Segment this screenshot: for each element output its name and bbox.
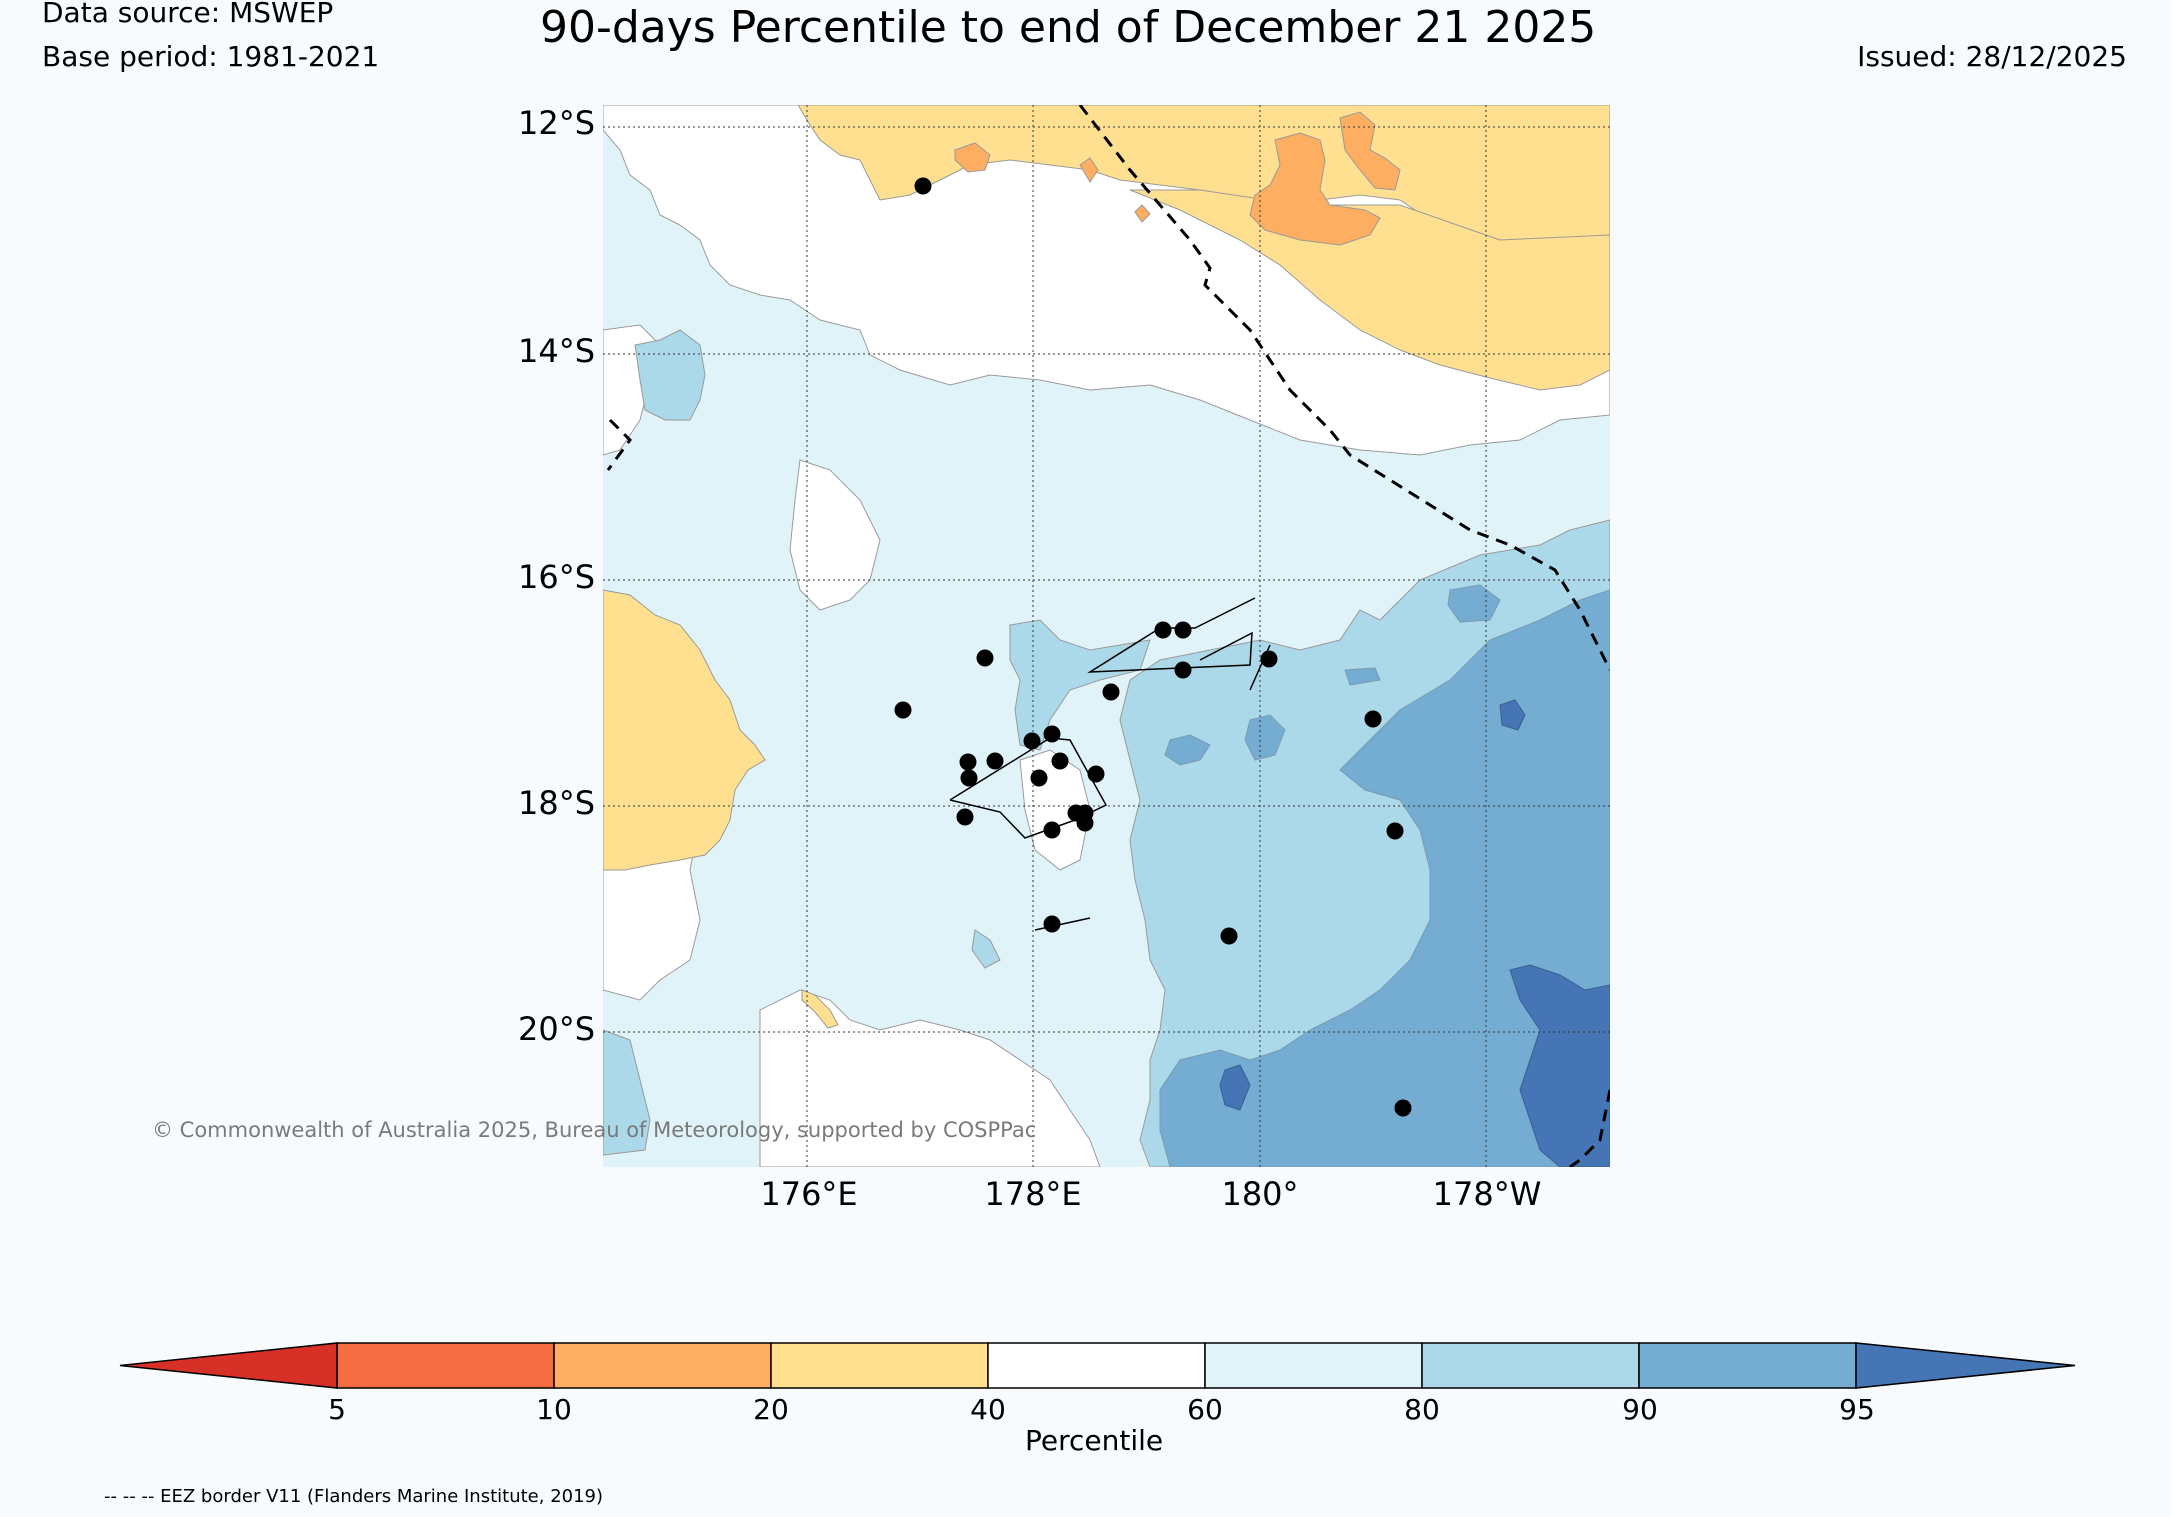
station-dot (986, 752, 1004, 770)
region-10-20-d (1079, 157, 1099, 183)
station-dot (1030, 769, 1048, 787)
station-dot (1043, 821, 1061, 839)
copyright-notice: © Commonwealth of Australia 2025, Bureau… (152, 1118, 1037, 1142)
region-90-95-islands (1244, 714, 1286, 761)
region-40-60-west2 (789, 459, 881, 611)
map-title: 90-days Percentile to end of December 21… (540, 2, 1597, 53)
colorbar-tick: 80 (1404, 1393, 1440, 1426)
region-10-20-c (1339, 111, 1401, 191)
lon-label-180: 180° (1221, 1175, 1299, 1213)
data-source-text: Data source: MSWEP (42, 0, 334, 29)
region-above-95-south (1509, 964, 1610, 1167)
station-dot (1364, 710, 1382, 728)
region-10-20-a (954, 142, 991, 173)
station-dot (1051, 752, 1069, 770)
lon-label-178w: 178°W (1432, 1175, 1542, 1213)
region-20-40-small (801, 989, 839, 1029)
station-dot (1174, 621, 1192, 639)
gridlines (603, 105, 1610, 1167)
station-dot (976, 649, 994, 667)
colorbar-tick: 5 (328, 1393, 346, 1426)
station-dot (1394, 1099, 1412, 1117)
station-dot (1154, 621, 1172, 639)
issued-date: Issued: 28/12/2025 (1857, 40, 2127, 73)
lat-label-18s: 18°S (517, 784, 595, 822)
station-dot (1043, 915, 1061, 933)
region-90-95-main (1159, 589, 1610, 1167)
region-80-90-west (634, 329, 706, 421)
station-dot (894, 701, 912, 719)
region-10-20-e (1134, 204, 1151, 223)
region-above-95-west (1219, 1064, 1251, 1111)
colorbar-tick: 20 (753, 1393, 789, 1426)
colorbar-tick: 90 (1622, 1393, 1658, 1426)
station-dot (1043, 725, 1061, 743)
station-dot (956, 808, 974, 826)
region-90-95-islands3 (1344, 667, 1381, 686)
station-dot (1220, 927, 1238, 945)
station-dot (1260, 650, 1278, 668)
region-40-60-south (759, 989, 1101, 1167)
station-dot (1087, 765, 1105, 783)
region-90-95-islands2 (1164, 734, 1211, 766)
colorbar-tick: 95 (1839, 1393, 1875, 1426)
eez-border (606, 105, 1610, 1167)
station-dot (1174, 661, 1192, 679)
colorbar-tick: 10 (536, 1393, 572, 1426)
station-dot (960, 769, 978, 787)
station-markers (894, 177, 1412, 1117)
region-above-95-north (1499, 699, 1526, 731)
colorbar-tick: 40 (970, 1393, 1006, 1426)
colorbar-tick: 60 (1187, 1393, 1223, 1426)
station-dot (959, 753, 977, 771)
lon-label-178e: 178°E (984, 1175, 1082, 1213)
region-80-90-centre (1009, 619, 1151, 751)
region-80-90-small (971, 929, 1001, 969)
region-80-90-southwest (603, 1029, 651, 1156)
base-period-text: Base period: 1981-2021 (42, 40, 380, 73)
eez-border-note: -- -- -- EEZ border V11 (Flanders Marine… (104, 1486, 604, 1507)
station-dot (1386, 822, 1404, 840)
lat-label-14s: 14°S (517, 332, 595, 370)
station-dot (1076, 814, 1094, 832)
region-90-95-north (1447, 584, 1501, 623)
station-dot (1102, 683, 1120, 701)
colorbar-label: Percentile (1025, 1424, 1164, 1457)
station-dot (914, 177, 932, 195)
lon-label-176e: 176°E (760, 1175, 858, 1213)
lat-label-20s: 20°S (517, 1010, 595, 1048)
region-20-40-west (603, 589, 766, 871)
lat-label-16s: 16°S (517, 558, 595, 596)
lat-label-12s: 12°S (517, 104, 595, 142)
station-dot (1023, 732, 1041, 750)
region-20-40-northeast (1129, 189, 1610, 391)
